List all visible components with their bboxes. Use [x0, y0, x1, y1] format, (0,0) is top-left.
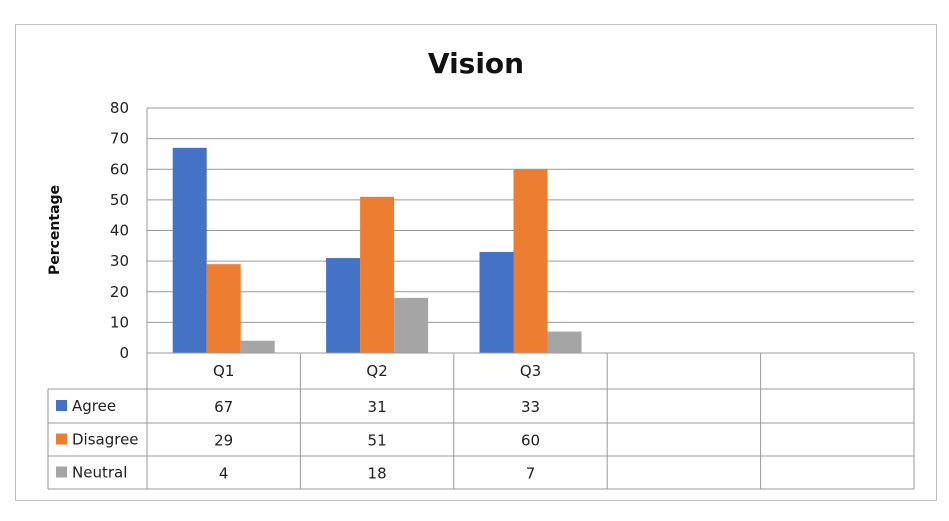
y-tick-label: 50: [110, 191, 129, 209]
y-axis-label: Percentage: [47, 185, 63, 275]
table-value: 51: [368, 432, 387, 450]
table-value: 33: [521, 398, 540, 416]
x-tick-label: Q3: [520, 362, 541, 380]
legend-key-neutral: [56, 466, 67, 478]
bar-neutral-q2: [394, 297, 429, 353]
data-table: Q1 Q2 Q3 Agree 67 31 33 Disagree 29 51 60 Neutral 4 1…: [47, 352, 915, 490]
y-tick-label: 80: [110, 99, 129, 117]
y-tick-label: 0: [119, 344, 129, 362]
bar-agree-q3: [479, 251, 514, 353]
y-tick-label: 10: [110, 313, 129, 331]
y-tick-label: 70: [110, 130, 129, 148]
bar-neutral-q3: [547, 331, 582, 353]
chart-title: Vision: [428, 47, 524, 80]
y-axis-ticks: 0 10 20 30 40 50 60 70 80: [110, 99, 129, 362]
bar-agree-q2: [326, 258, 361, 353]
legend-label: Disagree: [72, 431, 139, 449]
y-tick-label: 30: [110, 252, 129, 270]
bar-disagree-q1: [206, 264, 241, 353]
bar-disagree-q2: [360, 196, 395, 353]
bar-agree-q1: [172, 147, 207, 353]
y-tick-label: 40: [110, 222, 129, 240]
legend-key-agree: [56, 400, 67, 411]
bar-disagree-q3: [513, 169, 548, 353]
y-tick-label: 60: [110, 160, 129, 178]
bar-neutral-q1: [240, 340, 275, 353]
table-value: 31: [368, 398, 387, 416]
chart-frame: [15, 24, 937, 501]
y-tick-label: 20: [110, 283, 129, 301]
x-tick-label: Q1: [213, 362, 234, 380]
table-value: 29: [214, 432, 233, 450]
table-value: 60: [521, 432, 540, 450]
table-value: 18: [368, 465, 387, 483]
legend-label: Neutral: [72, 464, 127, 482]
legend-key-disagree: [56, 433, 67, 445]
bars: [172, 147, 582, 353]
x-tick-label: Q2: [366, 362, 387, 380]
legend-label: Agree: [72, 397, 116, 415]
table-value: 7: [526, 465, 536, 483]
table-value: 67: [214, 398, 233, 416]
table-value: 4: [219, 465, 229, 483]
